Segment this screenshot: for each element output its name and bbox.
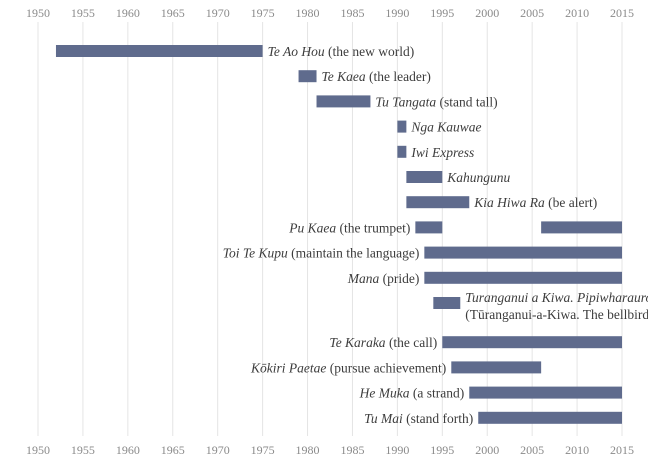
row-label-0: Te Ao Hou (the new world): [268, 44, 415, 59]
x-axis-bottom: 1950 1955 1960 1965 1970 1975 1980 1985 1990 1995…: [26, 443, 634, 457]
bar-8-0: [424, 246, 622, 259]
x-tick-label-top-1975: 1975: [251, 6, 275, 20]
bar-6-0: [406, 196, 470, 209]
x-tick-label-bottom-1985: 1985: [340, 443, 364, 457]
x-tick-label-top-1990: 1990: [385, 6, 409, 20]
row-label-13: He Muka (a strand): [359, 386, 465, 401]
x-tick-label-top-2005: 2005: [520, 6, 544, 20]
bar-5-0: [406, 171, 443, 183]
x-tick-label-bottom-1965: 1965: [161, 443, 185, 457]
x-tick-label-bottom-1950: 1950: [26, 443, 50, 457]
row-gloss-10: (Tūranganui-a-Kiwa. The bellbird): [465, 307, 648, 322]
row-label-3: Nga Kauwae: [410, 120, 481, 135]
x-tick-label-bottom-2000: 2000: [475, 443, 499, 457]
bar-12-0: [451, 361, 542, 374]
bar-9-0: [424, 271, 622, 284]
bar-4-0: [397, 145, 407, 158]
x-tick-label-top-1955: 1955: [71, 6, 95, 20]
x-tick-label-bottom-1975: 1975: [251, 443, 275, 457]
row-label-12: Kōkiri Paetae (pursue achievement): [250, 360, 446, 375]
x-tick-label-top-2015: 2015: [610, 6, 634, 20]
x-tick-label-top-1985: 1985: [340, 6, 364, 20]
row-label-14: Tu Mai (stand forth): [364, 411, 473, 426]
x-tick-label-bottom-1970: 1970: [206, 443, 230, 457]
bars: [55, 45, 622, 424]
x-tick-label-bottom-1980: 1980: [296, 443, 320, 457]
x-tick-label-top-1960: 1960: [116, 6, 140, 20]
row-label-8: Toi Te Kupu (maintain the language): [223, 246, 420, 261]
row-label-4: Iwi Express: [410, 145, 474, 160]
bar-1-0: [298, 70, 317, 83]
x-tick-label-top-1970: 1970: [206, 6, 230, 20]
row-label-11: Te Karaka (the call): [329, 335, 437, 350]
x-tick-label-bottom-1995: 1995: [430, 443, 454, 457]
bar-11-0: [442, 336, 622, 349]
row-label-2: Tu Tangata (stand tall): [375, 94, 497, 109]
x-tick-label-top-1965: 1965: [161, 6, 185, 20]
row-label-6: Kia Hiwa Ra (be alert): [473, 195, 597, 210]
bar-13-0: [469, 386, 622, 399]
x-axis-top: 1950 1955 1960 1965 1970 1975 1980 1985 1990 1995…: [26, 6, 634, 20]
row-label-9: Mana (pride): [347, 271, 420, 286]
bar-10-0: [433, 297, 461, 309]
x-tick-label-bottom-2010: 2010: [565, 443, 589, 457]
x-tick-label-top-2010: 2010: [565, 6, 589, 20]
x-tick-label-top-2000: 2000: [475, 6, 499, 20]
x-tick-label-bottom-1960: 1960: [116, 443, 140, 457]
row-label-5: Kahungunu: [446, 170, 510, 185]
row-label-10: Turanganui a Kiwa. Pipiwharauroa: [465, 290, 648, 305]
x-tick-label-top-1980: 1980: [296, 6, 320, 20]
x-tick-label-bottom-2005: 2005: [520, 443, 544, 457]
x-tick-label-top-1995: 1995: [430, 6, 454, 20]
row-label-1: Te Kaea (the leader): [322, 69, 431, 84]
row-labels: Te Ao Hou (the new world) Te Kaea (the le…: [223, 44, 648, 426]
x-tick-label-top-1950: 1950: [26, 6, 50, 20]
x-tick-label-bottom-2015: 2015: [610, 443, 634, 457]
bar-14-0: [478, 411, 622, 424]
x-tick-label-bottom-1990: 1990: [385, 443, 409, 457]
bar-7-0: [415, 221, 443, 234]
bar-3-0: [397, 120, 407, 133]
row-label-7: Pu Kaea (the trumpet): [288, 220, 410, 235]
bar-2-0: [316, 95, 371, 108]
bar-0-0: [55, 45, 263, 57]
bar-7-1: [541, 221, 622, 234]
x-tick-label-bottom-1955: 1955: [71, 443, 95, 457]
